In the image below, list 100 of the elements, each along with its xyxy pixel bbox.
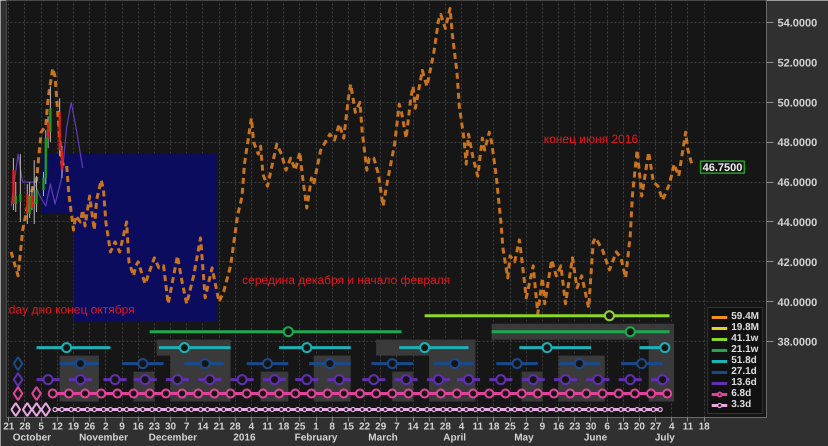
x-tick-label: 5 <box>38 422 44 432</box>
x-tick-label: 9 <box>540 422 546 432</box>
annotation: конец июня 2016 <box>544 132 638 146</box>
y-tick-label: 38.0000 <box>778 336 818 349</box>
point <box>200 358 211 370</box>
x-tick-label: 4 <box>669 422 676 432</box>
point <box>22 402 33 418</box>
x2-tick-label: February <box>294 432 338 444</box>
x-tick-label: 2 <box>523 422 530 432</box>
point <box>48 388 58 399</box>
x-tick-label: 19 <box>68 422 80 432</box>
point <box>657 374 668 386</box>
line-series <box>10 102 84 207</box>
point <box>387 388 398 399</box>
x-tick-label: 18 <box>698 422 710 432</box>
point <box>581 388 592 399</box>
x2-tick-label: June <box>584 432 608 444</box>
point <box>178 342 190 354</box>
x-tick-label: 23 <box>569 422 581 432</box>
point <box>400 374 412 386</box>
x-tick-label: 25 <box>504 422 516 432</box>
annotation: day дно конец октября <box>8 302 135 317</box>
x-tick-label: 29 <box>375 422 387 432</box>
point <box>368 374 380 386</box>
point <box>96 388 106 399</box>
point <box>646 388 656 399</box>
point <box>128 388 139 399</box>
x-tick-label: 11 <box>262 422 274 432</box>
y-tick-label: 54.0000 <box>778 17 818 30</box>
x2-tick-label: July <box>654 432 676 444</box>
x2-tick-label: May <box>514 432 534 444</box>
x2-tick-label: November <box>79 432 128 444</box>
point <box>662 388 672 399</box>
point <box>172 374 183 386</box>
x-tick-label: 25 <box>294 422 306 432</box>
x2-tick-label: October <box>12 432 52 444</box>
point <box>42 374 54 386</box>
x-tick-label: 8 <box>329 422 336 432</box>
legend-label: 41.1w <box>731 333 758 344</box>
point <box>604 310 615 322</box>
point <box>61 342 72 354</box>
point <box>354 388 365 399</box>
x-tick-label: 22 <box>358 422 371 432</box>
point <box>236 374 248 386</box>
y-tick-label: 44.0000 <box>778 216 818 229</box>
point <box>74 358 86 370</box>
point <box>468 388 478 399</box>
x-tick-label: 7 <box>184 422 190 432</box>
candlestick <box>26 184 28 224</box>
point <box>334 374 345 386</box>
point <box>371 388 382 399</box>
x-tick-label: 26 <box>84 422 96 432</box>
point <box>258 388 268 399</box>
point <box>137 358 148 370</box>
x-tick-label: 4 <box>458 422 465 432</box>
point <box>322 388 333 399</box>
point <box>614 388 624 399</box>
x-tick-label: 20 <box>634 422 646 432</box>
point <box>386 358 398 370</box>
x-tick-label: 30 <box>164 422 177 432</box>
x-tick-label: 2 <box>103 422 110 432</box>
point <box>112 388 122 399</box>
y-tick-label: 50.0000 <box>778 97 818 110</box>
point <box>597 388 608 399</box>
legend-label: 19.8M <box>731 322 759 333</box>
x-tick-label: 18 <box>278 422 290 432</box>
x-tick-label: 4 <box>248 422 255 432</box>
x-tick-label: 15 <box>342 422 354 432</box>
line-series <box>10 6 694 316</box>
point <box>204 374 216 386</box>
point <box>40 402 52 418</box>
point <box>452 388 462 399</box>
x-tick-label: 11 <box>472 422 484 432</box>
x-tick-label: 16 <box>132 422 144 432</box>
point <box>548 388 559 399</box>
point <box>565 388 576 399</box>
point <box>484 388 494 399</box>
point <box>306 388 316 399</box>
point <box>31 386 42 402</box>
point <box>12 386 24 402</box>
point <box>624 374 636 386</box>
x-tick-label: 21 <box>213 422 226 432</box>
x-tick-label: 13 <box>618 422 630 432</box>
point <box>301 342 312 354</box>
x-tick-label: 12 <box>52 422 64 432</box>
x-tick-label: 21 <box>3 422 15 432</box>
legend-label: 3.3d <box>731 399 752 410</box>
point <box>64 388 74 399</box>
point <box>636 358 648 370</box>
point <box>449 358 460 370</box>
y-tick-label: 40.0000 <box>778 296 818 309</box>
x-tick-label: 6 <box>604 422 610 432</box>
point <box>338 388 349 399</box>
y-tick-label: 52.0000 <box>778 57 818 70</box>
point <box>10 402 22 418</box>
legend-label: 6.8d <box>731 388 752 399</box>
point <box>140 374 151 386</box>
point <box>110 374 121 386</box>
y-tick-label: 48.0000 <box>778 137 818 150</box>
point <box>560 374 572 386</box>
